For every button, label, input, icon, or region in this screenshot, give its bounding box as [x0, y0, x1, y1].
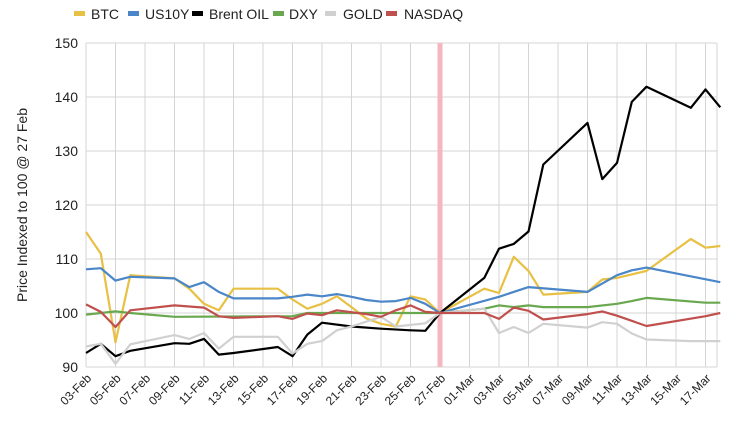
y-tick-label: 150	[55, 35, 79, 51]
legend-swatch	[128, 11, 139, 16]
x-tick-label: 05-Feb	[87, 371, 124, 408]
x-tick-label: 05-Mar	[500, 371, 537, 408]
x-tick-label: 13-Mar	[618, 371, 655, 408]
legend-label: US10Y	[145, 6, 190, 22]
x-tick-label: 23-Feb	[352, 371, 389, 408]
series-line-us10y	[85, 266, 721, 315]
x-tick-label: 03-Mar	[470, 371, 507, 408]
legend-label: NASDAQ	[404, 6, 463, 22]
legend-swatch	[325, 11, 336, 16]
x-tick-label: 15-Feb	[234, 371, 271, 408]
legend-swatch	[192, 11, 203, 16]
y-tick-label: 110	[56, 251, 79, 267]
x-tick-label: 25-Feb	[382, 371, 419, 408]
x-tick-label: 27-Feb	[411, 371, 448, 408]
y-tick-label: 90	[62, 359, 78, 375]
legend-label: DXY	[289, 6, 318, 22]
x-tick-label: 09-Feb	[146, 371, 183, 408]
legend-item-btc: BTC	[74, 6, 119, 22]
series-line-dxy	[85, 296, 721, 318]
y-tick-label: 120	[55, 197, 79, 213]
legend-swatch	[386, 11, 397, 16]
x-tick-label: 07-Feb	[116, 371, 153, 408]
highlight-band	[437, 43, 443, 367]
y-axis-ticks: 90 100 110 120 130 140 150	[55, 35, 79, 375]
x-tick-label: 15-Mar	[647, 371, 684, 408]
legend-item-us10y: US10Y	[128, 6, 190, 22]
y-tick-label: 130	[55, 143, 79, 159]
highlight-27-feb	[437, 43, 443, 367]
x-tick-label: 01-Mar	[441, 371, 478, 408]
x-tick-label: 11-Mar	[589, 371, 625, 407]
legend-item-gold: GOLD	[325, 6, 383, 22]
gridlines	[85, 42, 718, 368]
legend-label: GOLD	[343, 6, 383, 22]
legend-swatch	[74, 11, 85, 16]
x-tick-label: 11-Feb	[176, 371, 212, 407]
x-tick-label: 13-Feb	[205, 371, 242, 408]
legend-item-nasdaq: NASDAQ	[386, 6, 463, 22]
legend-item-brent-oil: Brent OIL	[192, 6, 269, 22]
x-tick-label: 17-Feb	[264, 371, 301, 408]
series-line-btc	[85, 231, 721, 344]
y-tick-label: 140	[55, 89, 79, 105]
y-axis-label: Price Indexed to 100 @ 27 Feb	[14, 108, 30, 302]
legend-swatch	[273, 11, 284, 16]
x-tick-label: 03-Feb	[57, 371, 94, 408]
legend-label: Brent OIL	[209, 6, 269, 22]
series-lines	[85, 85, 722, 365]
x-tick-label: 09-Mar	[559, 371, 596, 408]
legend: BTC US10Y Brent OIL DXY GOLD NASDAQ	[74, 6, 463, 22]
series-line-brent-oil	[85, 85, 722, 358]
series-line-nasdaq	[85, 303, 721, 329]
x-tick-label: 07-Mar	[529, 371, 566, 408]
x-tick-label: 19-Feb	[293, 371, 330, 408]
legend-label: BTC	[91, 6, 119, 22]
legend-item-dxy: DXY	[273, 6, 318, 22]
x-axis-ticks: 03-Feb05-Feb07-Feb09-Feb11-Feb13-Feb15-F…	[57, 371, 713, 408]
x-tick-label: 17-Mar	[677, 371, 714, 408]
y-tick-label: 100	[55, 305, 79, 321]
x-tick-label: 21-Feb	[323, 371, 360, 408]
